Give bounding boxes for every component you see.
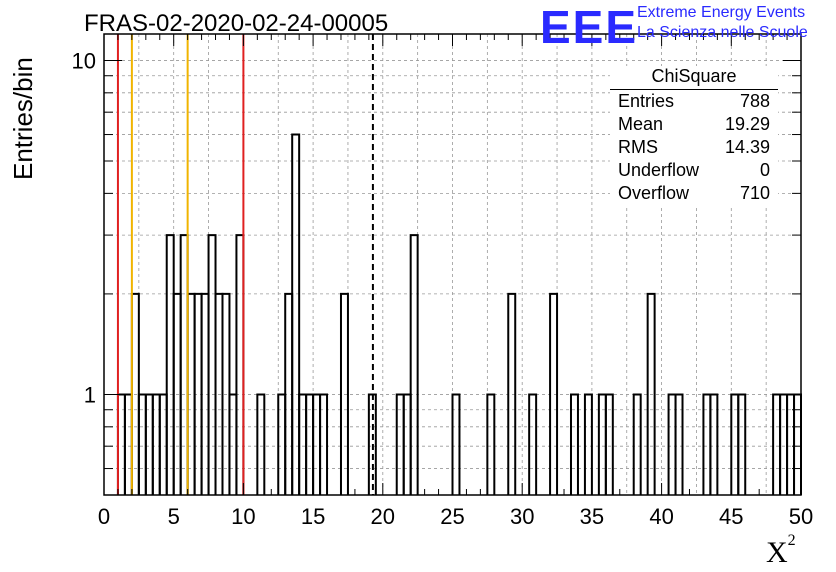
stats-row: Overflow 710 — [610, 182, 778, 205]
stats-label: Underflow — [618, 160, 700, 180]
histogram-bin — [604, 393, 614, 495]
stats-value: 0 — [759, 160, 770, 180]
chart-title: FRAS-02-2020-02-24-00005 — [84, 10, 389, 37]
y-axis-label: Entries/bin — [8, 57, 38, 180]
brand-line-1: Extreme Energy Events — [637, 4, 806, 21]
histogram-bin — [737, 393, 747, 495]
stats-row: Mean 19.29 — [610, 113, 778, 136]
histogram-bin — [528, 393, 538, 495]
x-tick-label: 30 — [510, 504, 534, 529]
x-axis-label-main: X — [766, 536, 788, 569]
histogram-bin — [632, 393, 642, 495]
histogram-bin — [207, 234, 217, 495]
histogram-bin — [451, 393, 461, 495]
histogram-bin — [646, 292, 656, 495]
x-tick-label: 50 — [789, 504, 813, 529]
histogram-bin — [409, 234, 419, 495]
x-axis-label-sup: 2 — [787, 532, 796, 549]
histogram-bin — [339, 292, 349, 495]
stats-row: Entries 788 — [610, 90, 778, 113]
x-tick-label: 45 — [719, 504, 743, 529]
histogram-bin — [549, 292, 559, 495]
x-tick-label: 35 — [580, 504, 604, 529]
brand-line-2: La Scienza nelle Scuole — [637, 24, 808, 41]
stats-label: RMS — [618, 137, 658, 157]
histogram-bin — [583, 393, 593, 495]
x-tick-label: 40 — [649, 504, 673, 529]
stats-row: Underflow 0 — [610, 159, 778, 182]
x-axis-label: X2 — [766, 532, 796, 570]
stats-value: 19.29 — [724, 114, 770, 134]
stats-title: ChiSquare — [610, 66, 778, 90]
histogram-bin — [486, 393, 496, 495]
x-tick-label: 20 — [371, 504, 395, 529]
histogram-bin — [674, 393, 684, 495]
stats-label: Overflow — [618, 183, 690, 203]
histogram-bin — [709, 393, 719, 495]
x-tick-label: 10 — [231, 504, 255, 529]
y-tick-label: 1 — [84, 382, 96, 407]
x-tick-label: 15 — [301, 504, 325, 529]
histogram-bin — [165, 234, 175, 495]
stats-value: 14.39 — [724, 137, 770, 157]
histogram-bin — [569, 393, 579, 495]
stats-row: RMS 14.39 — [610, 136, 778, 159]
histogram-bin — [256, 393, 266, 495]
stats-label: Entries — [618, 91, 675, 111]
x-tick-label: 0 — [98, 504, 110, 529]
histogram-bin — [235, 234, 245, 495]
histogram-bin — [291, 133, 301, 495]
x-tick-label: 25 — [440, 504, 464, 529]
histogram-bin — [319, 393, 329, 495]
stats-box: ChiSquare Entries 788 Mean 19.29 RMS 14.39 … — [610, 66, 778, 205]
histogram-bin — [179, 234, 189, 495]
stats-value: 710 — [739, 183, 770, 203]
stats-label: Mean — [618, 114, 664, 134]
stats-value: 788 — [739, 91, 770, 111]
histogram-bin — [507, 292, 517, 495]
x-tick-label: 5 — [168, 504, 180, 529]
y-tick-label: 10 — [72, 48, 96, 73]
eee-logo: EEE — [540, 1, 639, 53]
